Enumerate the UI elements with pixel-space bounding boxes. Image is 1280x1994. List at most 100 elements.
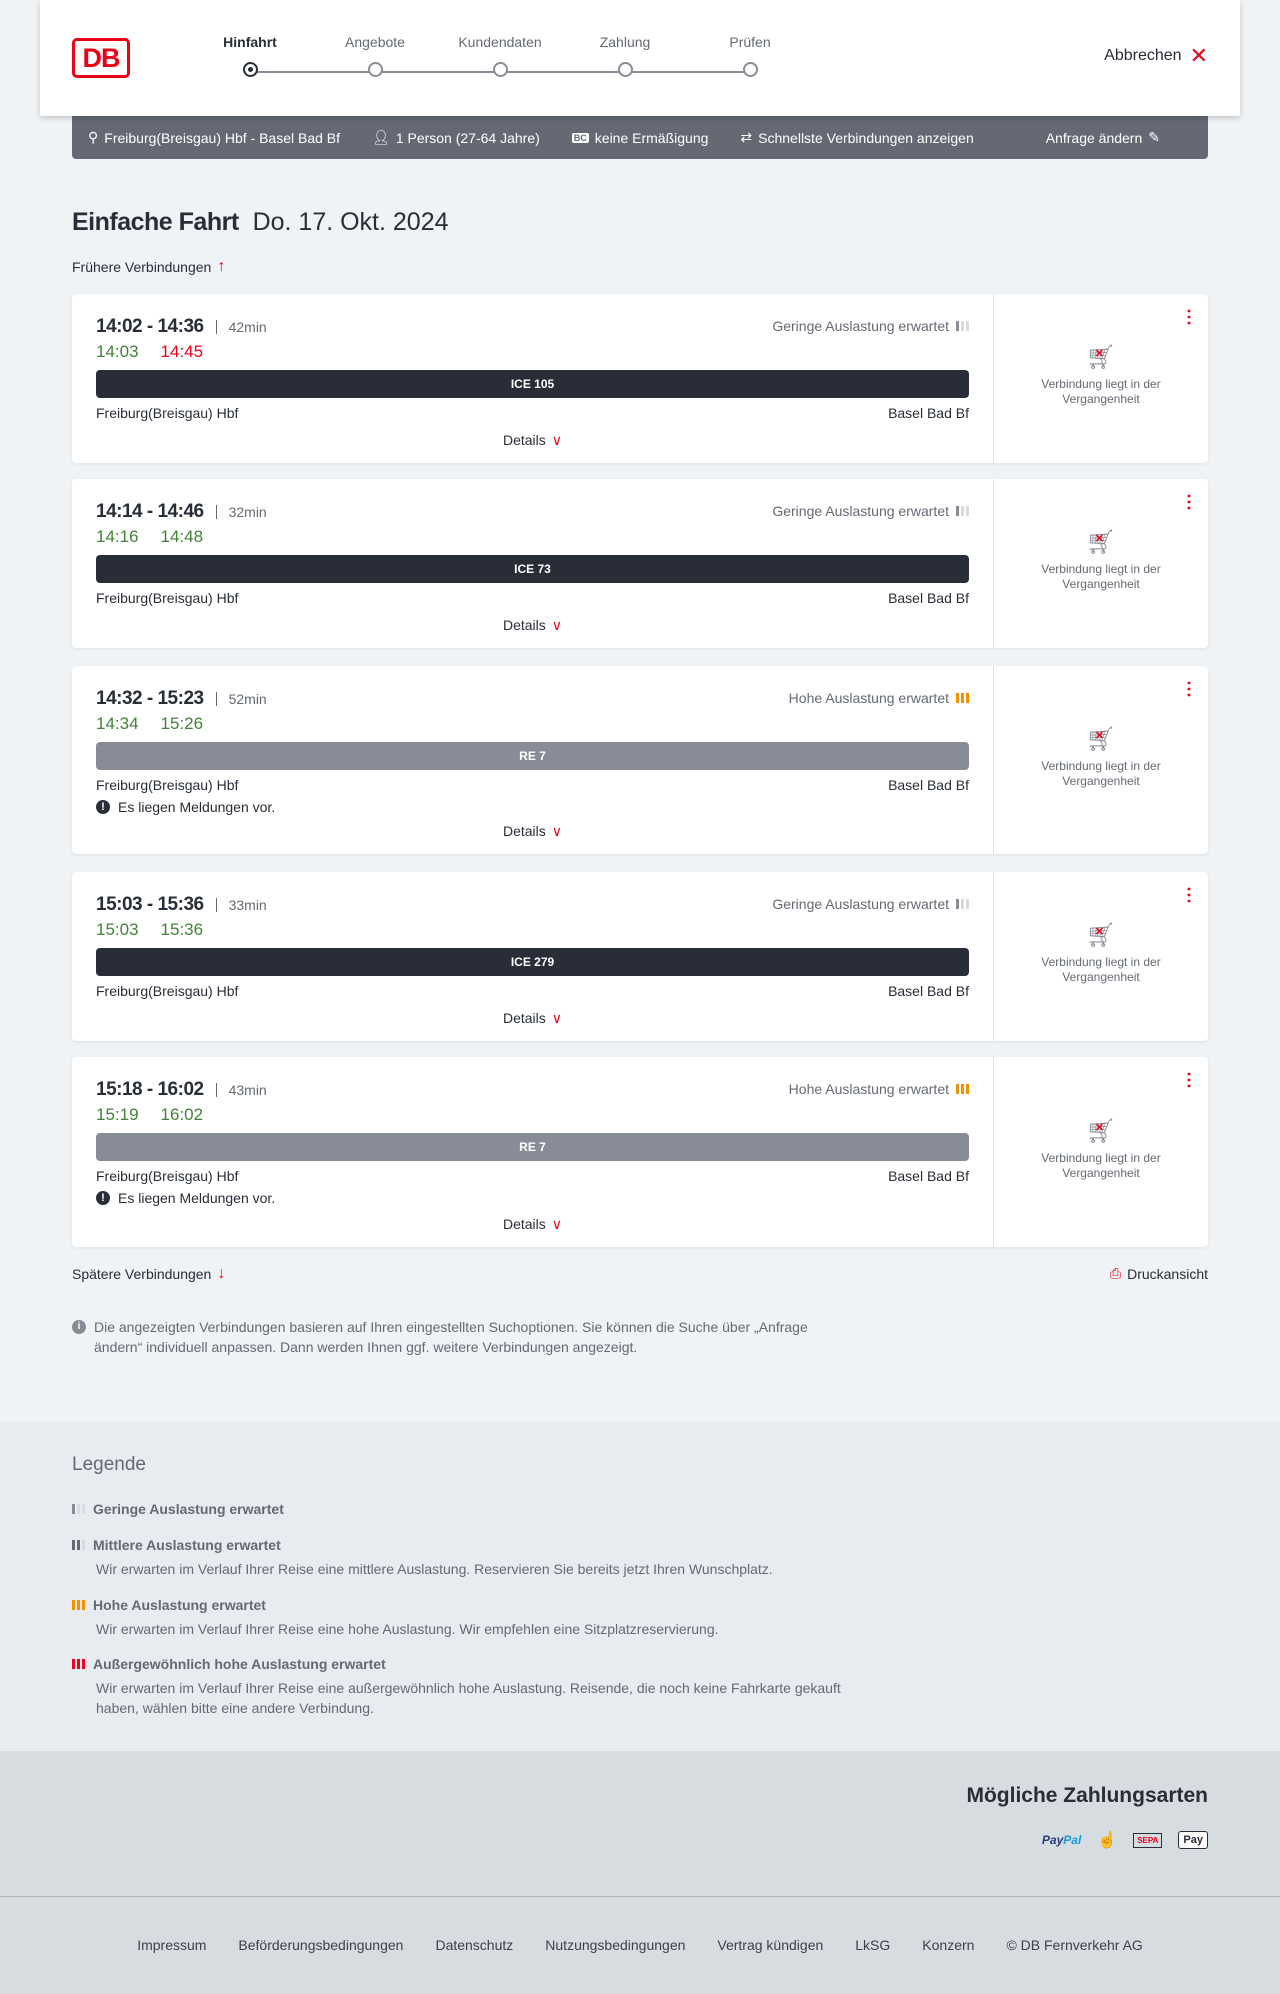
duration: 32min: [215, 505, 267, 519]
footer-links: Impressum Beförderungsbedingungen Datensch…: [0, 1897, 1280, 1994]
train-bar[interactable]: RE 7: [96, 742, 969, 770]
planned-times: 14:14 - 14:46: [96, 501, 204, 522]
duration: 52min: [215, 692, 267, 706]
details-toggle[interactable]: Details ∨: [72, 823, 993, 840]
details-toggle[interactable]: Details ∨: [72, 617, 993, 634]
more-options-icon[interactable]: ⋯: [1179, 680, 1199, 698]
more-options-icon[interactable]: ⋯: [1179, 886, 1199, 904]
progress-steps: Hinfahrt Angebote Kundendaten Zahlung Pr…: [210, 34, 780, 84]
legend-item-mid: Mittlere Auslastung erwartet Wir erwarten…: [72, 1537, 872, 1579]
load-text: Geringe Auslastung erwartet: [772, 896, 949, 912]
payment-methods-section: Mögliche Zahlungsarten PayPal ☝ SEPA Pay: [0, 1751, 1280, 1897]
footer-link[interactable]: LkSG: [855, 1936, 891, 1953]
stations: Freiburg(Breisgau) Hbf Basel Bad Bf: [96, 405, 969, 421]
swap-icon: ⇄: [740, 129, 753, 145]
printer-icon: ⎙: [1109, 1265, 1122, 1281]
load-text: Geringe Auslastung erwartet: [772, 503, 949, 519]
footer-link[interactable]: Konzern: [922, 1936, 975, 1953]
pencil-icon: ✎: [1148, 129, 1160, 145]
footer-link[interactable]: Nutzungsbedingungen: [545, 1936, 686, 1953]
footer-link[interactable]: Beförderungsbedingungen: [238, 1936, 404, 1953]
header: DB Hinfahrt Angebote Kundendaten Zahlung…: [40, 0, 1240, 116]
past-connection-text: Verbindung liegt in der Vergangenheit: [1041, 1150, 1161, 1180]
train-bar[interactable]: ICE 73: [96, 555, 969, 583]
cart-unavailable-icon: 🛒︎ ✕: [1085, 725, 1117, 753]
departure-station: Freiburg(Breisgau) Hbf: [96, 590, 239, 606]
more-options-icon[interactable]: ⋯: [1179, 1071, 1199, 1089]
step-dot: [242, 62, 258, 77]
db-logo[interactable]: DB: [72, 38, 130, 78]
legend-item-text: Wir erwarten im Verlauf Ihrer Reise eine…: [96, 1561, 773, 1577]
discount-text: keine Ermäßigung: [594, 129, 709, 146]
later-connections-link[interactable]: Spätere Verbindungen ↓: [72, 1265, 225, 1283]
bahncard-icon: BC: [571, 132, 589, 143]
chevron-down-icon: ∨: [551, 432, 563, 448]
realtime-arrival: 14:45: [160, 342, 204, 361]
footer-link[interactable]: Impressum: [137, 1936, 207, 1953]
load-indicator: Hohe Auslastung erwartet: [789, 1081, 969, 1097]
connection-card: 14:32 - 15:23 52min Hohe Auslastung erwar…: [72, 666, 1208, 854]
step-angebote: Angebote: [315, 34, 435, 77]
booking-status: ⋯ 🛒︎ ✕ Verbindung liegt in der Vergangenh…: [994, 666, 1208, 854]
step-label: Zahlung: [599, 34, 651, 50]
print-view-link[interactable]: ⎙ Druckansicht: [1110, 1265, 1208, 1282]
connection-main: 14:14 - 14:46 32min Geringe Auslastung er…: [72, 479, 994, 648]
train-bar[interactable]: ICE 105: [96, 370, 969, 398]
departure-station: Freiburg(Breisgau) Hbf: [96, 1168, 239, 1184]
footer-link[interactable]: Datenschutz: [435, 1936, 514, 1953]
location-pin-icon: ⚲: [88, 129, 99, 145]
train-bar[interactable]: RE 7: [96, 1133, 969, 1161]
past-connection-text: Verbindung liegt in der Vergangenheit: [1041, 377, 1161, 406]
connection-main: 15:18 - 16:02 43min Hohe Auslastung erwar…: [72, 1057, 994, 1247]
message-notice: ! Es liegen Meldungen vor.: [96, 1190, 969, 1206]
details-toggle[interactable]: Details ∨: [72, 1010, 993, 1027]
connection-times: 14:32 - 15:23 52min: [96, 688, 969, 710]
load-low-icon: [956, 506, 969, 516]
load-low-icon: [72, 1504, 85, 1514]
past-connection-text: Verbindung liegt in der Vergangenheit: [1041, 562, 1161, 591]
load-text: Hohe Auslastung erwartet: [788, 1081, 949, 1097]
travellers-summary: 👤︎ 1 Person (27-64 Jahre): [372, 129, 540, 146]
change-request-button[interactable]: Anfrage ändern ✎: [1046, 129, 1160, 146]
realtime-arrival: 14:48: [160, 527, 204, 546]
load-indicator: Geringe Auslastung erwartet: [772, 318, 969, 334]
duration: 43min: [215, 1083, 267, 1097]
message-text: Es liegen Meldungen vor.: [118, 799, 276, 815]
connection-times: 15:18 - 16:02 43min: [96, 1079, 969, 1101]
legend-item-title: Hohe Auslastung erwartet: [93, 1597, 266, 1613]
cart-unavailable-icon: 🛒︎ ✕: [1085, 922, 1117, 949]
trip-date: Do. 17. Okt. 2024: [252, 208, 449, 236]
departure-station: Freiburg(Breisgau) Hbf: [96, 983, 239, 999]
train-bar[interactable]: ICE 279: [96, 948, 969, 976]
planned-times: 14:32 - 15:23: [96, 688, 204, 709]
more-options-icon[interactable]: ⋯: [1179, 308, 1199, 326]
cart-unavailable-icon: 🛒︎ ✕: [1085, 529, 1117, 556]
earlier-connections-link[interactable]: Frühere Verbindungen ↑: [72, 258, 225, 276]
details-toggle[interactable]: Details ∨: [72, 1216, 993, 1233]
option-summary: ⇄ Schnellste Verbindungen anzeigen: [740, 129, 973, 146]
arrival-station: Basel Bad Bf: [888, 777, 969, 793]
step-hinfahrt: Hinfahrt: [190, 34, 310, 77]
realtime-departure: 14:16: [96, 527, 139, 546]
arrival-station: Basel Bad Bf: [888, 590, 969, 606]
sepa-icon: SEPA: [1133, 1832, 1163, 1848]
connection-card: 14:02 - 14:36 42min Geringe Auslastung er…: [72, 294, 1208, 463]
details-label: Details: [502, 432, 546, 448]
apple-pay-icon: Pay: [1178, 1831, 1208, 1849]
connection-card: 14:14 - 14:46 32min Geringe Auslastung er…: [72, 479, 1208, 648]
cancel-button[interactable]: Abbrechen ✕: [1104, 43, 1208, 68]
credit-card-hand-icon: ☝: [1097, 1832, 1118, 1849]
details-label: Details: [502, 1010, 546, 1026]
load-indicator: Hohe Auslastung erwartet: [789, 690, 969, 706]
connection-times: 14:02 - 14:36 42min: [96, 316, 969, 338]
legend-section: Legende Geringe Auslastung erwartet Mitt…: [0, 1421, 1280, 1751]
page-title: Einfache Fahrt Do. 17. Okt. 2024: [72, 208, 449, 237]
route-text: Freiburg(Breisgau) Hbf - Basel Bad Bf: [104, 129, 341, 146]
print-label: Druckansicht: [1127, 1265, 1208, 1282]
step-label: Prüfen: [729, 34, 771, 50]
more-options-icon[interactable]: ⋯: [1179, 493, 1199, 511]
details-toggle[interactable]: Details ∨: [72, 432, 993, 449]
close-icon: ✕: [1189, 43, 1208, 68]
exclamation-icon: !: [96, 800, 110, 814]
footer-link[interactable]: Vertrag kündigen: [717, 1936, 824, 1953]
